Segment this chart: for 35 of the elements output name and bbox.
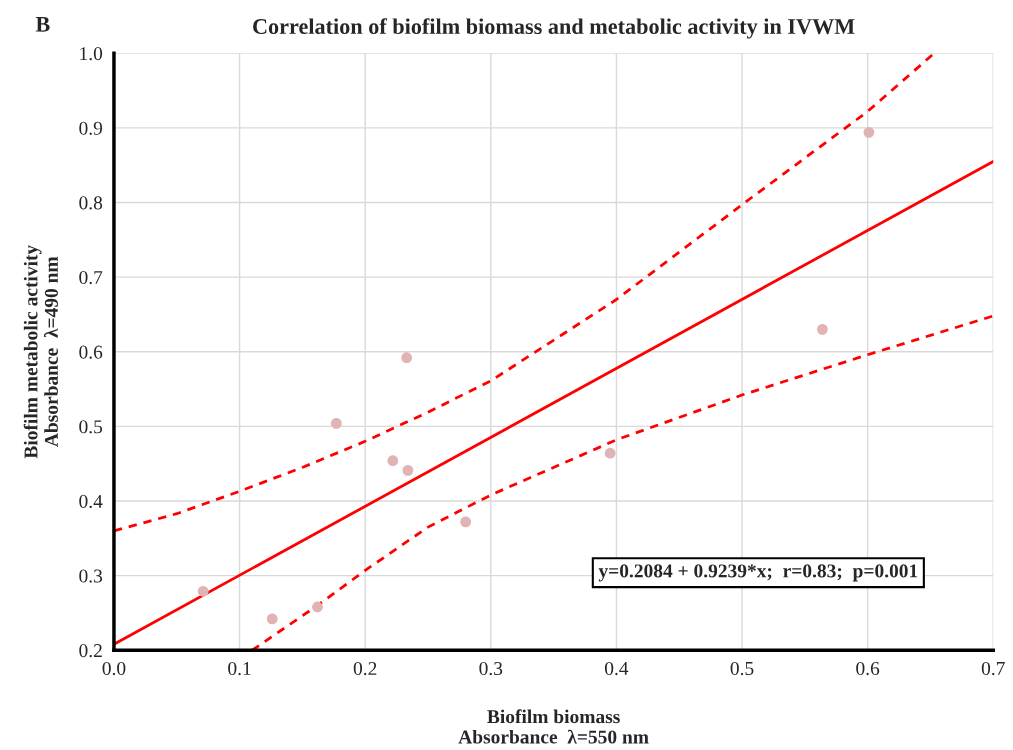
y-tick-label: 0.7: [79, 270, 103, 285]
text: B: [35, 17, 50, 32]
annotation: y=0.2084 + 0.9239*x; r=0.83; p=0.001: [598, 564, 918, 582]
x-axis-title: Biofilm biomass Absorbance λ=550 nm: [458, 709, 649, 744]
point: [266, 613, 278, 625]
y-tick-label: 0.6: [79, 345, 103, 359]
point: [402, 465, 414, 476]
x-tick-label: 0.4: [605, 661, 629, 676]
y-tick-label: 0.8: [79, 196, 103, 210]
x-tick-label: 0.7: [981, 661, 1005, 676]
point: [401, 352, 413, 364]
y-axis-title: Biofilm metabolic activity Absorbance λ=490 nm: [23, 245, 58, 459]
x-tick-label: 0.1: [228, 661, 251, 676]
y-tick-label: 0.9: [79, 121, 103, 135]
x-tick-label: 0.3: [479, 661, 503, 676]
point: [312, 601, 323, 613]
x-tick-label: 0.0: [102, 661, 126, 676]
point: [817, 323, 828, 335]
point: [387, 455, 399, 467]
point: [197, 585, 209, 597]
point: [460, 516, 472, 528]
point: [604, 447, 616, 459]
point: [330, 418, 342, 429]
x-tick-label: 0.2: [353, 661, 377, 676]
y-tick-label: 1.0: [80, 47, 103, 61]
line-series: [250, 314, 994, 651]
x-tick-label: 0.6: [856, 661, 880, 676]
x-tick-label: 0.5: [730, 661, 754, 676]
y-tick-label: 0.3: [79, 569, 103, 583]
point: [863, 126, 875, 138]
y-tick-label: 0.5: [79, 420, 103, 434]
y-tick-label: 0.4: [79, 494, 103, 509]
line-series: [113, 53, 936, 533]
chart-title: Correlation of biofilm biomass and metabolic activity in IVWM: [253, 18, 855, 39]
y-tick-label: 0.2: [79, 644, 102, 658]
